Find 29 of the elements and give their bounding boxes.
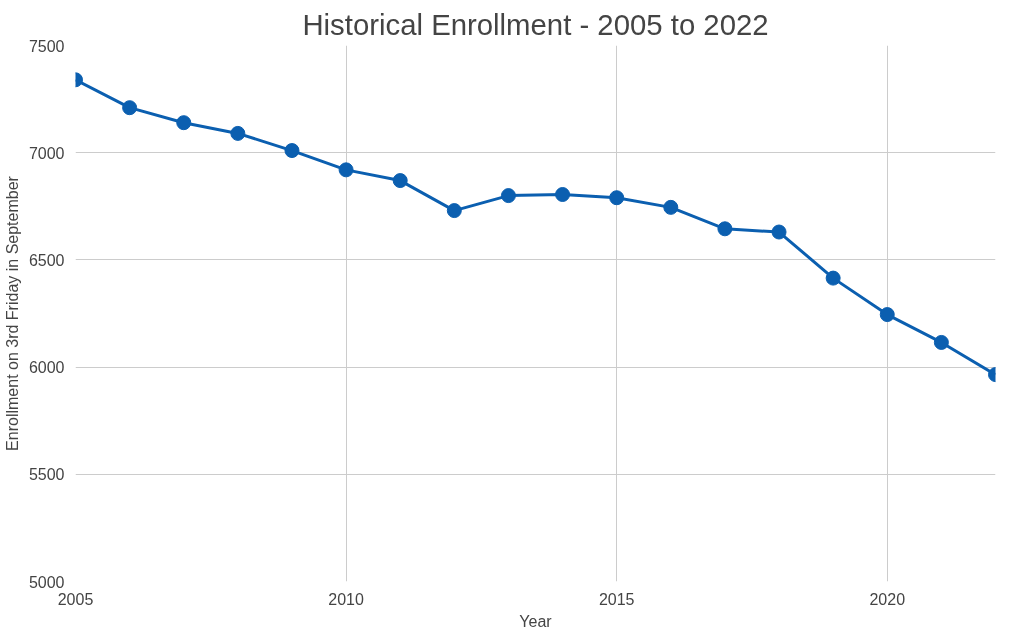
point [663,199,679,215]
point [825,270,841,286]
x-tick-label: 2020 [869,590,906,608]
point [500,188,516,204]
point [609,190,625,206]
point [230,125,246,141]
point [392,173,408,189]
y-tick-label: 5500 [28,466,65,484]
x-tick-label: 2015 [598,590,635,608]
y-tick-label: 6000 [28,359,65,377]
point [879,307,895,323]
point [555,187,571,202]
point [717,221,733,237]
y-tick-label: 7000 [28,144,65,162]
point [771,224,787,240]
y-tick-label: 7500 [28,37,65,55]
point [338,162,354,178]
y-tick-label: 5000 [28,573,65,591]
point [446,203,462,219]
y-tick-label: 6500 [28,251,65,269]
point [176,115,192,131]
x-tick-label: 2010 [328,590,364,608]
chart-title: Historical Enrollment - 2005 to 2022 [302,7,769,41]
y-axis-title: Enrollment on 3rd Friday in September [3,175,21,451]
point [284,143,300,159]
x-axis-title: Year [519,612,553,630]
point [122,100,138,116]
x-tick-label: 2005 [57,590,94,608]
point [933,334,949,350]
